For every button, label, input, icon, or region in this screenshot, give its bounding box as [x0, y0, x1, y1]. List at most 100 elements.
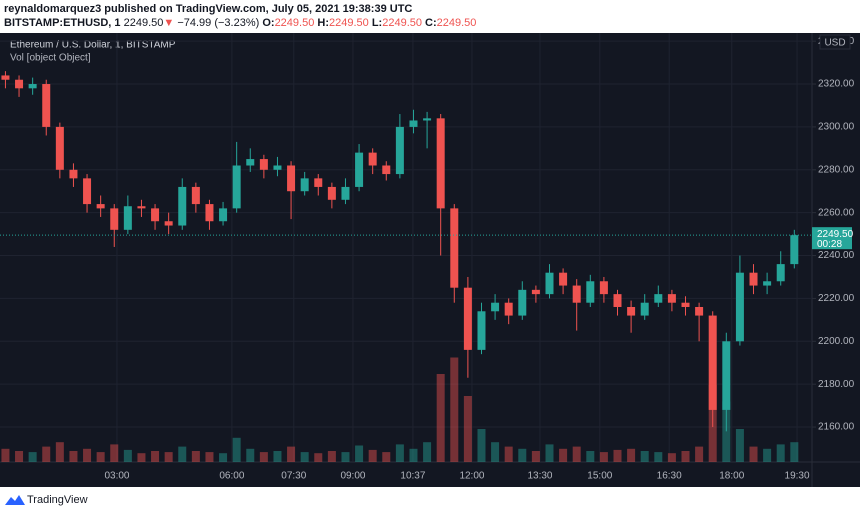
countdown: 00:28: [817, 239, 842, 250]
volume-bar: [83, 448, 92, 462]
volume-bar: [368, 449, 377, 462]
published: reynaldomarquez3 published on TradingVie…: [4, 3, 413, 15]
candle-body: [273, 165, 282, 170]
candle-body: [504, 302, 513, 316]
candle-body: [450, 208, 459, 288]
candle-body: [559, 272, 568, 286]
candle-body: [69, 169, 78, 179]
candle-body: [83, 178, 92, 205]
volume-bar: [477, 429, 486, 462]
logo: [5, 495, 25, 505]
candle-body: [735, 272, 744, 342]
volume-bar: [667, 453, 676, 462]
x-tick-label: 03:00: [104, 471, 129, 482]
candle-body: [164, 221, 173, 226]
y-tick-label: 2220.00: [818, 293, 855, 304]
price-label: 2249.50: [817, 229, 854, 240]
volume-bar: [722, 401, 731, 462]
volume-bar: [450, 357, 459, 462]
x-tick-label: 18:00: [719, 471, 744, 482]
volume-bar: [599, 452, 608, 462]
candle-body: [178, 186, 187, 226]
volume-bar: [55, 442, 64, 462]
volume-bar: [423, 442, 432, 462]
candle-body: [355, 152, 364, 187]
volume-bar: [15, 451, 24, 462]
currency-box: [819, 34, 851, 50]
y-tick-label: 2300.00: [818, 122, 855, 133]
volume-bar: [531, 451, 540, 462]
symbol: BITSTAMP:ETHUSD, 1: [4, 17, 121, 29]
x-tick-label: 12:00: [459, 471, 484, 482]
candle-body: [654, 294, 663, 303]
volume-bar: [151, 451, 160, 462]
candle-body: [531, 289, 540, 295]
ohlc-label: H:: [317, 17, 329, 29]
volume-bar: [518, 448, 527, 462]
candle-body: [110, 208, 119, 230]
ohlc-label: O:: [262, 17, 275, 29]
volume-bar: [790, 442, 799, 462]
candle-body: [763, 281, 772, 286]
candle-body: [15, 79, 24, 89]
candle-body: [28, 84, 37, 89]
currency: USD: [824, 38, 845, 49]
candle-body: [259, 159, 268, 170]
volume-bar: [28, 452, 37, 462]
footer: TradingView: [0, 487, 860, 512]
volume-bar: [246, 448, 255, 462]
volume-bar: [749, 446, 758, 462]
candle-body: [42, 84, 51, 127]
volume-bar: [735, 429, 744, 462]
volume-bar: [191, 451, 200, 462]
volume-bar: [273, 451, 282, 462]
volume-bar: [695, 446, 704, 462]
volume-bar: [137, 453, 146, 462]
candle-body: [586, 281, 595, 303]
volume-bar: [287, 446, 296, 462]
x-tick-label: 16:30: [657, 471, 682, 482]
candle-body: [246, 159, 255, 166]
candle-body: [776, 264, 785, 282]
volume-legend: Vol [object Object]: [10, 53, 91, 64]
volume-bar: [463, 396, 472, 462]
candle-body: [681, 302, 690, 307]
volume-bar: [232, 437, 241, 462]
y-tick-label: 2160.00: [818, 422, 855, 433]
candle-body: [572, 285, 581, 303]
volume-bar: [69, 451, 78, 462]
candle-body: [151, 208, 160, 222]
ohlc-value: 2249.50: [382, 17, 422, 29]
ohlc-label: L:: [371, 17, 383, 29]
candle-body: [423, 118, 432, 121]
candle-body: [695, 306, 704, 316]
volume-bar: [300, 452, 309, 462]
volume-bar: [776, 444, 785, 462]
volume-bar: [327, 451, 336, 462]
quote-line: BITSTAMP:ETHUSD, 1 2249.50▼ −74.99 (−3.2…: [4, 17, 476, 29]
candle-body: [341, 186, 350, 200]
candle-body: [314, 178, 323, 187]
volume-bar: [382, 452, 391, 462]
y-tick-label: 2200.00: [818, 336, 855, 347]
volume-bar: [259, 452, 268, 462]
candle-body: [368, 152, 377, 166]
ohlc-label: C:: [425, 17, 437, 29]
volume-bar: [572, 446, 581, 462]
ohlc-value: 2249.50: [436, 17, 477, 29]
x-tick-label: 13:30: [527, 471, 552, 482]
last: 2249.50: [123, 17, 164, 29]
volume-bar: [341, 452, 350, 462]
y-tick-label: 2320.00: [818, 79, 855, 90]
candle-body: [1, 75, 10, 80]
volume-bar: [640, 451, 649, 462]
volume-bar: [409, 448, 418, 462]
candle-body: [613, 294, 622, 307]
candle-body: [518, 289, 527, 316]
candle-body: [640, 302, 649, 316]
chart: Ethereum / U.S. Dollar, 1, BITSTAMP Vol …: [0, 33, 860, 487]
volume-bar: [763, 448, 772, 462]
candle-body: [749, 272, 758, 286]
x-tick-label: 19:30: [785, 471, 810, 482]
ohlc-value: 2249.50: [274, 17, 315, 29]
